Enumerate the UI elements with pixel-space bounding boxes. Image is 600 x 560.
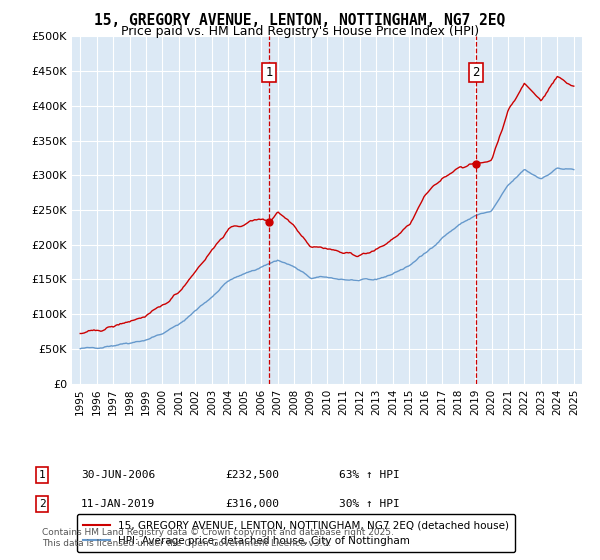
Text: £316,000: £316,000 <box>225 499 279 509</box>
Text: 2: 2 <box>472 66 479 79</box>
Text: 15, GREGORY AVENUE, LENTON, NOTTINGHAM, NG7 2EQ: 15, GREGORY AVENUE, LENTON, NOTTINGHAM, … <box>94 13 506 28</box>
Text: £232,500: £232,500 <box>225 470 279 480</box>
Text: 1: 1 <box>266 66 273 79</box>
Text: Contains HM Land Registry data © Crown copyright and database right 2025.
This d: Contains HM Land Registry data © Crown c… <box>42 528 394 548</box>
Text: 30% ↑ HPI: 30% ↑ HPI <box>339 499 400 509</box>
Text: Price paid vs. HM Land Registry's House Price Index (HPI): Price paid vs. HM Land Registry's House … <box>121 25 479 38</box>
Text: 1: 1 <box>38 470 46 480</box>
Text: 11-JAN-2019: 11-JAN-2019 <box>81 499 155 509</box>
Text: 30-JUN-2006: 30-JUN-2006 <box>81 470 155 480</box>
Text: 63% ↑ HPI: 63% ↑ HPI <box>339 470 400 480</box>
Legend: 15, GREGORY AVENUE, LENTON, NOTTINGHAM, NG7 2EQ (detached house), HPI: Average p: 15, GREGORY AVENUE, LENTON, NOTTINGHAM, … <box>77 514 515 552</box>
Text: 2: 2 <box>38 499 46 509</box>
